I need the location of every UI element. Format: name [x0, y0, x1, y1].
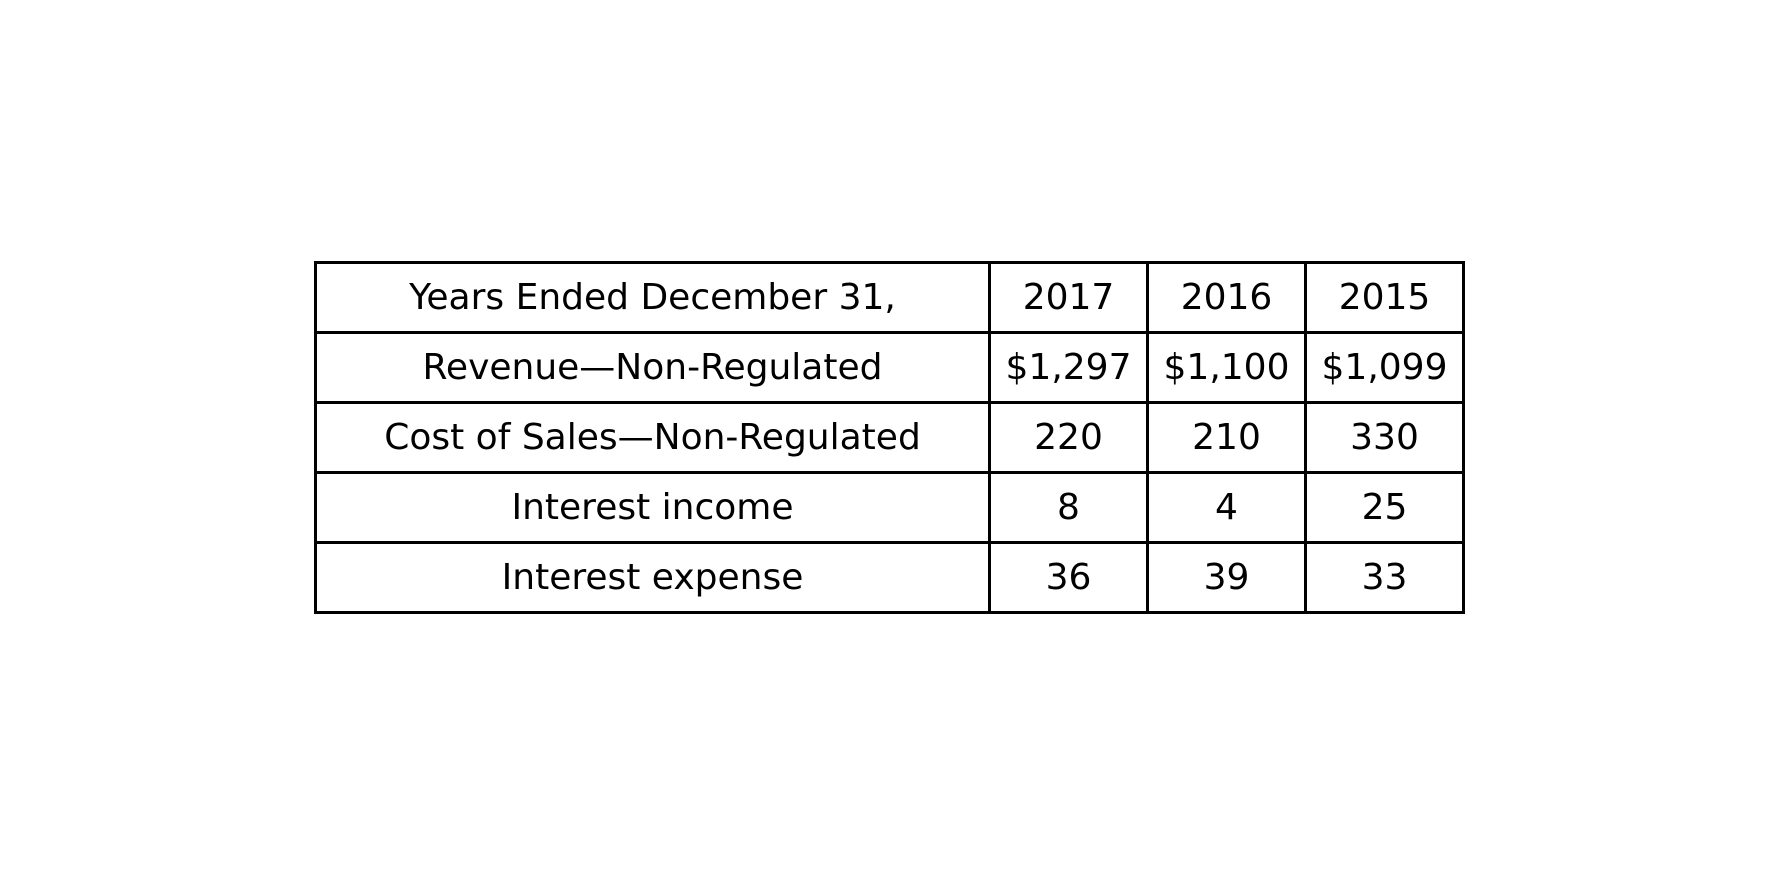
- value-cell: 25: [1304, 471, 1465, 544]
- value-cell: 210: [1146, 401, 1307, 474]
- value-cell: 33: [1304, 541, 1465, 614]
- financial-table: Years Ended December 31, 2017 2016 2015 …: [314, 261, 1465, 614]
- value-cell: 39: [1146, 541, 1307, 614]
- table-header-row: Years Ended December 31, 2017 2016 2015: [314, 261, 1465, 334]
- table-row: Interest expense 36 39 33: [314, 541, 1465, 614]
- value-cell: $1,099: [1304, 331, 1465, 404]
- value-cell: 330: [1304, 401, 1465, 474]
- table-row: Revenue—Non-Regulated $1,297 $1,100 $1,0…: [314, 331, 1465, 404]
- value-cell: $1,297: [988, 331, 1149, 404]
- value-cell: 220: [988, 401, 1149, 474]
- row-label-cell: Cost of Sales—Non-Regulated: [314, 401, 991, 474]
- row-label-cell: Interest income: [314, 471, 991, 544]
- value-cell: 8: [988, 471, 1149, 544]
- row-label-cell: Interest expense: [314, 541, 991, 614]
- value-cell: $1,100: [1146, 331, 1307, 404]
- row-label-cell: Revenue—Non-Regulated: [314, 331, 991, 404]
- value-cell: 36: [988, 541, 1149, 614]
- value-cell: 4: [1146, 471, 1307, 544]
- table-row: Interest income 8 4 25: [314, 471, 1465, 544]
- header-label-cell: Years Ended December 31,: [314, 261, 991, 334]
- header-year-cell: 2017: [988, 261, 1149, 334]
- table-row: Cost of Sales—Non-Regulated 220 210 330: [314, 401, 1465, 474]
- header-year-cell: 2015: [1304, 261, 1465, 334]
- header-year-cell: 2016: [1146, 261, 1307, 334]
